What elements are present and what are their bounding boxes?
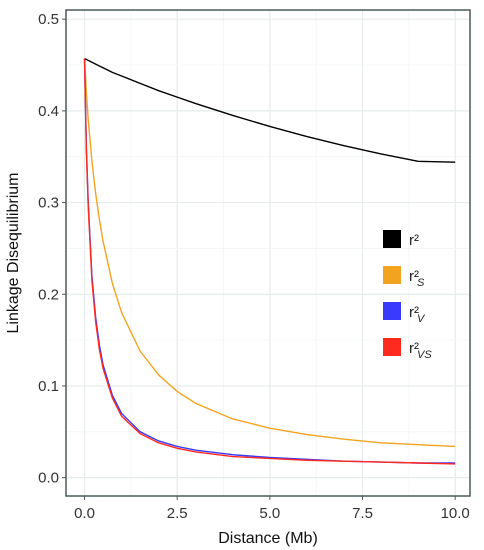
y-tick-label: 0.1 — [38, 378, 59, 395]
series-line — [83, 58, 456, 448]
series-group — [83, 57, 456, 465]
grid — [66, 10, 470, 496]
y-tick-label: 0.5 — [38, 11, 59, 28]
x-tick-label: 5.0 — [259, 505, 280, 522]
x-axis-title: Distance (Mb) — [218, 530, 318, 547]
plot-border — [65, 9, 471, 497]
legend-label: r² — [409, 304, 419, 321]
x-tick-label: 0.0 — [74, 505, 95, 522]
legend-key — [383, 266, 401, 284]
legend-label-subscript: V — [417, 313, 426, 325]
legend-label: r² — [409, 268, 419, 285]
legend-label-subscript: S — [417, 277, 425, 289]
legend-key — [383, 302, 401, 320]
x-tick-label: 10.0 — [441, 505, 470, 522]
legend-label-subscript: VS — [417, 349, 432, 361]
legend-label: r² — [409, 232, 419, 249]
series-line — [84, 57, 456, 163]
series-line — [83, 58, 456, 465]
legend-label: r² — [409, 340, 419, 357]
x-tick-label: 7.5 — [352, 505, 373, 522]
y-tick-label: 0.2 — [38, 286, 59, 303]
ticks: 0.0 2.5 5.0 7.5 10.0 0.0 0.1 0.2 0.3 0.4 0.5 — [38, 11, 470, 522]
x-tick-label: 2.5 — [167, 505, 188, 522]
y-axis-title: Linkage Disequilibrium — [5, 173, 22, 334]
y-tick-label: 0.3 — [38, 195, 59, 212]
legend-key — [383, 338, 401, 356]
y-tick-label: 0.0 — [38, 470, 59, 487]
legend-key — [383, 230, 401, 248]
y-tick-label: 0.4 — [38, 103, 59, 120]
